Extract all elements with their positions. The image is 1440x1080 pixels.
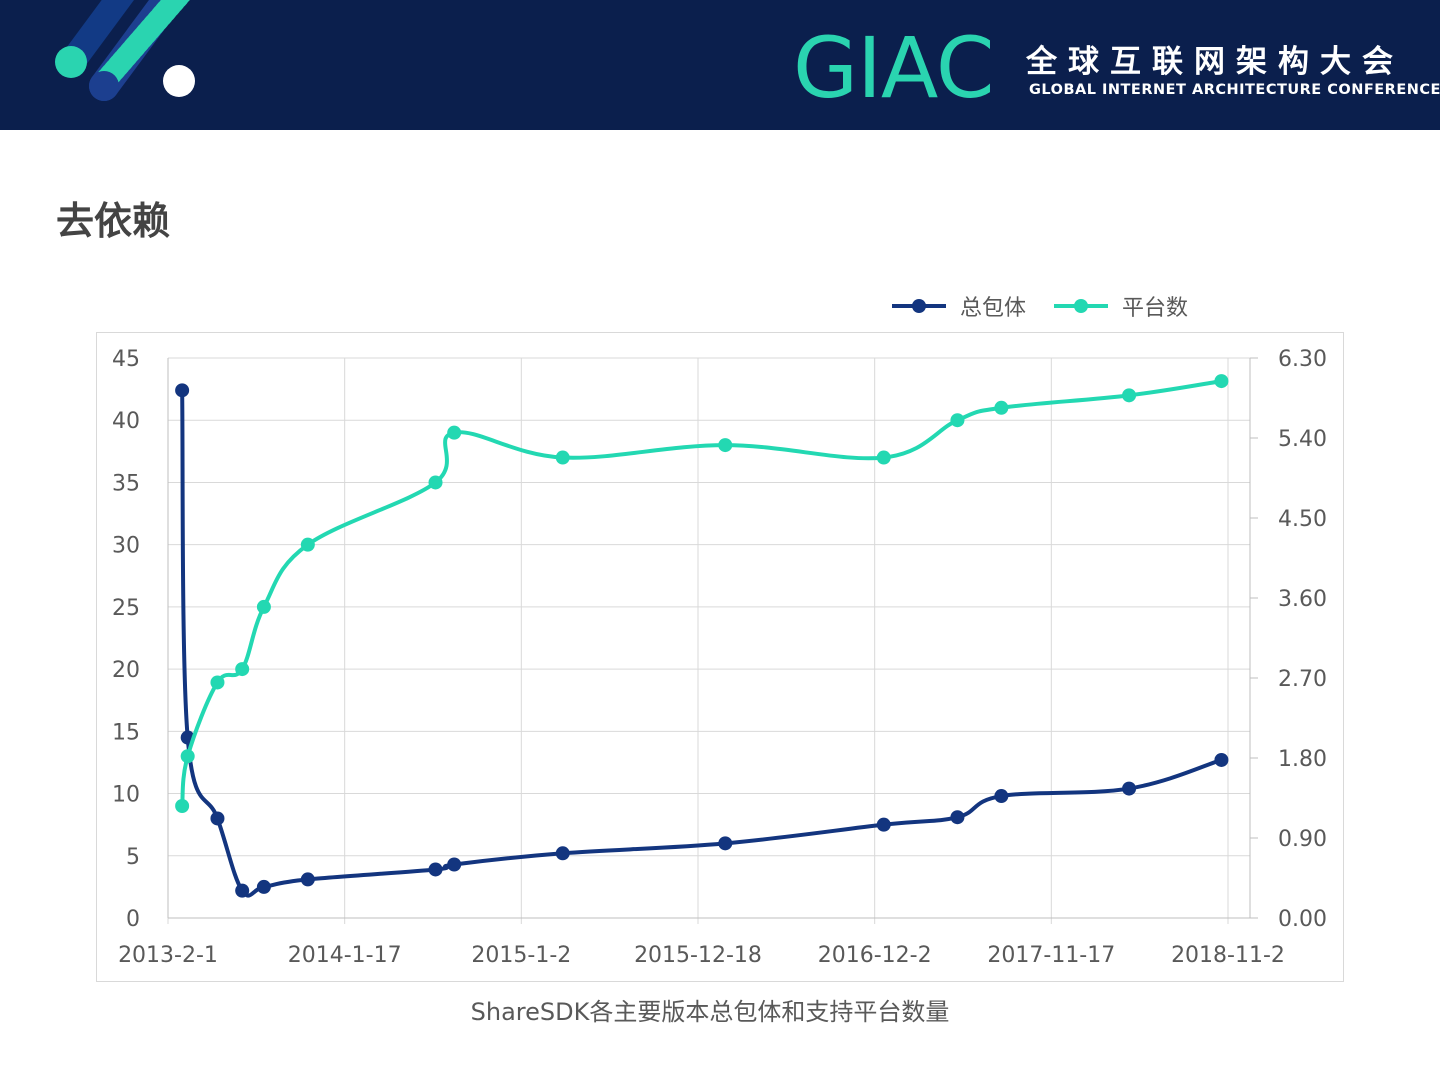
page-title: 去依赖	[56, 199, 171, 243]
data-point-platform-count	[428, 475, 443, 490]
data-point-platform-count	[180, 749, 195, 764]
data-point-package-size	[235, 883, 250, 898]
dual-axis-line-chart: 0 5 10 15 20 25 30 35 40 45 0.00 0.90 1.80 2.70 3.60 4.…	[112, 347, 1327, 968]
x-tick-label: 2018-11-2	[1171, 943, 1285, 968]
data-point-package-size	[718, 836, 733, 851]
conference-name-en: GLOBAL INTERNET ARCHITECTURE CONFERENCE	[1029, 82, 1440, 98]
legend-label-package-size: 总包体	[960, 296, 1027, 321]
data-point-package-size	[428, 862, 443, 877]
data-point-package-size	[876, 817, 891, 832]
y-right-tick-label: 4.50	[1278, 507, 1327, 532]
y-right-tick-label: 0.00	[1278, 907, 1327, 932]
data-point-package-size	[210, 811, 225, 826]
legend-swatch-platform-count	[1054, 299, 1109, 313]
data-point-platform-count	[994, 400, 1009, 415]
legend-item-platform-count: 平台数	[1052, 290, 1188, 322]
chart-legend: 总包体 平台数	[890, 290, 1214, 322]
data-point-package-size	[994, 789, 1009, 804]
data-point-platform-count	[447, 425, 462, 440]
data-point-platform-count	[876, 450, 891, 465]
y-left-tick-label: 25	[112, 596, 140, 621]
legend-item-package-size: 总包体	[890, 290, 1026, 322]
y-right-tick-label: 6.30	[1278, 347, 1327, 372]
data-point-platform-count	[950, 413, 965, 428]
legend-label-platform-count: 平台数	[1122, 296, 1189, 321]
y-left-tick-label: 30	[112, 534, 140, 559]
data-point-package-size	[256, 879, 271, 894]
y-left-tick-label: 45	[112, 347, 140, 372]
y-left-tick-label: 20	[112, 658, 140, 683]
y-right-tick-label: 2.70	[1278, 667, 1327, 692]
y-left-tick-label: 35	[112, 471, 140, 496]
y-left-tick-label: 5	[126, 845, 140, 870]
y-left-tick-label: 15	[112, 720, 140, 745]
x-tick-label: 2013-2-1	[118, 943, 218, 968]
y-left-tick-label: 0	[126, 907, 140, 932]
data-point-platform-count	[210, 675, 225, 690]
data-point-package-size	[175, 383, 190, 398]
data-point-platform-count	[555, 450, 570, 465]
data-point-package-size	[555, 846, 570, 861]
y-right-tick-label: 1.80	[1278, 747, 1327, 772]
giac-brand: GIAC	[793, 19, 995, 117]
x-tick-label: 2015-1-2	[471, 943, 571, 968]
conference-logo-graphic	[55, 0, 195, 101]
data-point-package-size	[1214, 752, 1229, 767]
x-tick-label: 2017-11-17	[987, 943, 1115, 968]
chart-caption: ShareSDK各主要版本总包体和支持平台数量	[470, 998, 950, 1026]
data-point-package-size	[300, 872, 315, 887]
data-point-package-size	[950, 810, 965, 825]
data-point-platform-count	[256, 599, 271, 614]
legend-swatch-package-size	[892, 299, 946, 313]
data-point-platform-count	[175, 799, 190, 813]
x-tick-label: 2014-1-17	[288, 943, 402, 968]
header-banner: GIAC 全球互联网架构大会 GLOBAL INTERNET ARCHITECT…	[0, 0, 1440, 130]
x-tick-label: 2016-12-2	[818, 943, 932, 968]
data-point-platform-count	[1122, 388, 1137, 403]
data-point-platform-count	[1214, 374, 1229, 389]
data-point-platform-count	[718, 438, 733, 453]
series-line-package-size	[180, 390, 1223, 898]
conference-name-cn: 全球互联网架构大会	[1026, 44, 1404, 80]
y-right-tick-label: 3.60	[1278, 587, 1327, 612]
y-right-tick-label: 5.40	[1278, 427, 1327, 452]
x-tick-label: 2015-12-18	[634, 943, 762, 968]
y-left-tick-label: 10	[112, 783, 140, 808]
data-point-platform-count	[235, 662, 250, 677]
data-point-platform-count	[300, 537, 315, 552]
data-point-package-size	[1122, 781, 1137, 796]
y-left-tick-label: 40	[112, 409, 140, 434]
series-line-platform-count	[180, 379, 1222, 807]
data-point-package-size	[447, 857, 462, 872]
y-right-tick-label: 0.90	[1278, 827, 1327, 852]
chart-frame	[96, 332, 1344, 982]
